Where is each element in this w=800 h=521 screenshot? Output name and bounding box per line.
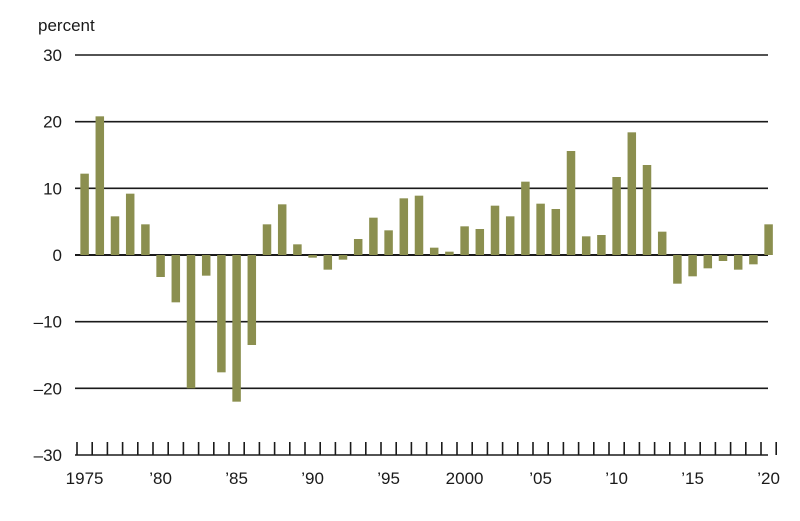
x-tick-label-1990: ’90 bbox=[301, 469, 324, 488]
x-tick-label-2020: ’20 bbox=[757, 469, 780, 488]
x-axis-tick-labels: 1975 ’80 ’85 ’90 ’95 2000 ’05 ’10 ’15 ’20 bbox=[66, 469, 780, 488]
x-tick-label-1995: ’95 bbox=[377, 469, 400, 488]
bar-2003 bbox=[505, 216, 515, 255]
bar-2013 bbox=[657, 231, 667, 255]
bar-2007 bbox=[566, 151, 576, 255]
y-axis-unit-label: percent bbox=[38, 16, 95, 35]
bar-1976 bbox=[95, 116, 105, 255]
bar-1975 bbox=[80, 173, 89, 255]
x-tick-label-1975: 1975 bbox=[66, 469, 104, 488]
bar-2006 bbox=[551, 209, 561, 255]
x-axis-ticks bbox=[75, 442, 778, 456]
x-tick-label-2000: 2000 bbox=[446, 469, 484, 488]
bar-1998 bbox=[429, 247, 439, 255]
bar-1996 bbox=[399, 198, 409, 255]
y-tick-label-10: 10 bbox=[43, 179, 62, 198]
bar-2002 bbox=[490, 205, 500, 255]
y-tick-label-neg20: –20 bbox=[34, 379, 62, 398]
x-tick-label-2005: ’05 bbox=[529, 469, 552, 488]
bar-1981 bbox=[171, 255, 181, 303]
y-tick-label-20: 20 bbox=[43, 113, 62, 132]
x-tick-label-2010: ’10 bbox=[605, 469, 628, 488]
bar-2008 bbox=[581, 236, 591, 255]
bar-2012 bbox=[642, 165, 652, 255]
x-tick-label-1980: ’80 bbox=[149, 469, 172, 488]
bar-2015 bbox=[688, 255, 697, 277]
bar-2004 bbox=[521, 181, 530, 255]
bar-1990 bbox=[308, 255, 317, 258]
bar-2016 bbox=[703, 255, 713, 269]
bar-1995 bbox=[384, 230, 393, 255]
bar-2020 bbox=[764, 224, 773, 255]
bar-1982 bbox=[186, 255, 196, 389]
bar-1984 bbox=[217, 255, 226, 373]
x-tick-label-1985: ’85 bbox=[225, 469, 248, 488]
bar-2000 bbox=[460, 226, 469, 255]
bar-2011 bbox=[627, 132, 637, 255]
bar-2018 bbox=[733, 255, 743, 270]
bar-1989 bbox=[293, 244, 302, 255]
bar-1979 bbox=[141, 224, 150, 255]
bar-1978 bbox=[125, 193, 135, 255]
bar-2005 bbox=[536, 203, 545, 255]
bar-2009 bbox=[597, 235, 606, 255]
bar-2019 bbox=[749, 255, 758, 265]
bar-1997 bbox=[414, 195, 424, 255]
y-tick-label-neg10: –10 bbox=[34, 313, 62, 332]
bar-1985 bbox=[232, 255, 241, 402]
bar-2010 bbox=[612, 177, 621, 255]
bar-1999 bbox=[445, 251, 454, 255]
bar-1986 bbox=[247, 255, 257, 345]
bar-1987 bbox=[262, 224, 272, 255]
bar-1993 bbox=[353, 239, 363, 255]
y-tick-label-0: 0 bbox=[53, 246, 62, 265]
bar-1983 bbox=[201, 255, 211, 276]
y-tick-label-neg30: –30 bbox=[34, 446, 62, 465]
y-axis-tick-labels: 30 20 10 0 –10 –20 –30 bbox=[34, 46, 62, 465]
bar-1988 bbox=[277, 204, 287, 255]
bar-1992 bbox=[338, 255, 348, 260]
bars bbox=[80, 116, 773, 402]
bar-1991 bbox=[323, 255, 333, 270]
bar-2014 bbox=[673, 255, 682, 284]
bar-2017 bbox=[718, 255, 728, 261]
bar-1980 bbox=[156, 255, 165, 277]
bar-1977 bbox=[110, 216, 120, 255]
x-tick-label-2015: ’15 bbox=[681, 469, 704, 488]
y-tick-label-30: 30 bbox=[43, 46, 62, 65]
bar-2001 bbox=[475, 229, 485, 255]
bar-1994 bbox=[369, 217, 378, 255]
